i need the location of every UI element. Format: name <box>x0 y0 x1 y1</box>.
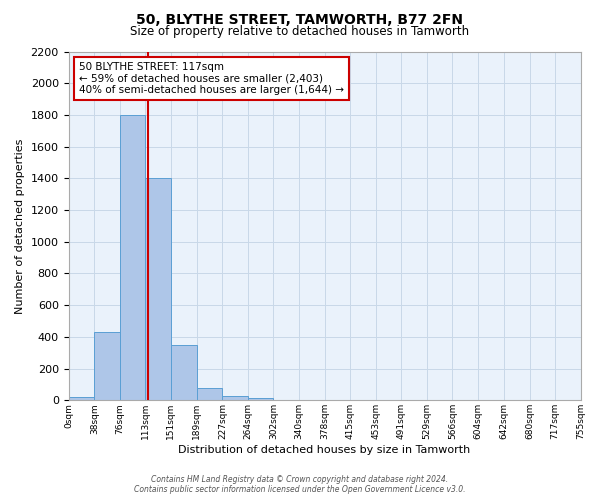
Text: Contains HM Land Registry data © Crown copyright and database right 2024.
Contai: Contains HM Land Registry data © Crown c… <box>134 474 466 494</box>
Bar <box>197 388 223 400</box>
Bar <box>94 332 120 400</box>
Y-axis label: Number of detached properties: Number of detached properties <box>15 138 25 314</box>
X-axis label: Distribution of detached houses by size in Tamworth: Distribution of detached houses by size … <box>178 445 470 455</box>
Text: Size of property relative to detached houses in Tamworth: Size of property relative to detached ho… <box>130 25 470 38</box>
Bar <box>120 115 145 401</box>
Text: 50 BLYTHE STREET: 117sqm
← 59% of detached houses are smaller (2,403)
40% of sem: 50 BLYTHE STREET: 117sqm ← 59% of detach… <box>79 62 344 95</box>
Bar <box>248 398 274 400</box>
Bar <box>145 178 171 400</box>
Bar <box>223 396 248 400</box>
Text: 50, BLYTHE STREET, TAMWORTH, B77 2FN: 50, BLYTHE STREET, TAMWORTH, B77 2FN <box>137 12 464 26</box>
Bar <box>171 345 197 401</box>
Bar <box>68 397 94 400</box>
